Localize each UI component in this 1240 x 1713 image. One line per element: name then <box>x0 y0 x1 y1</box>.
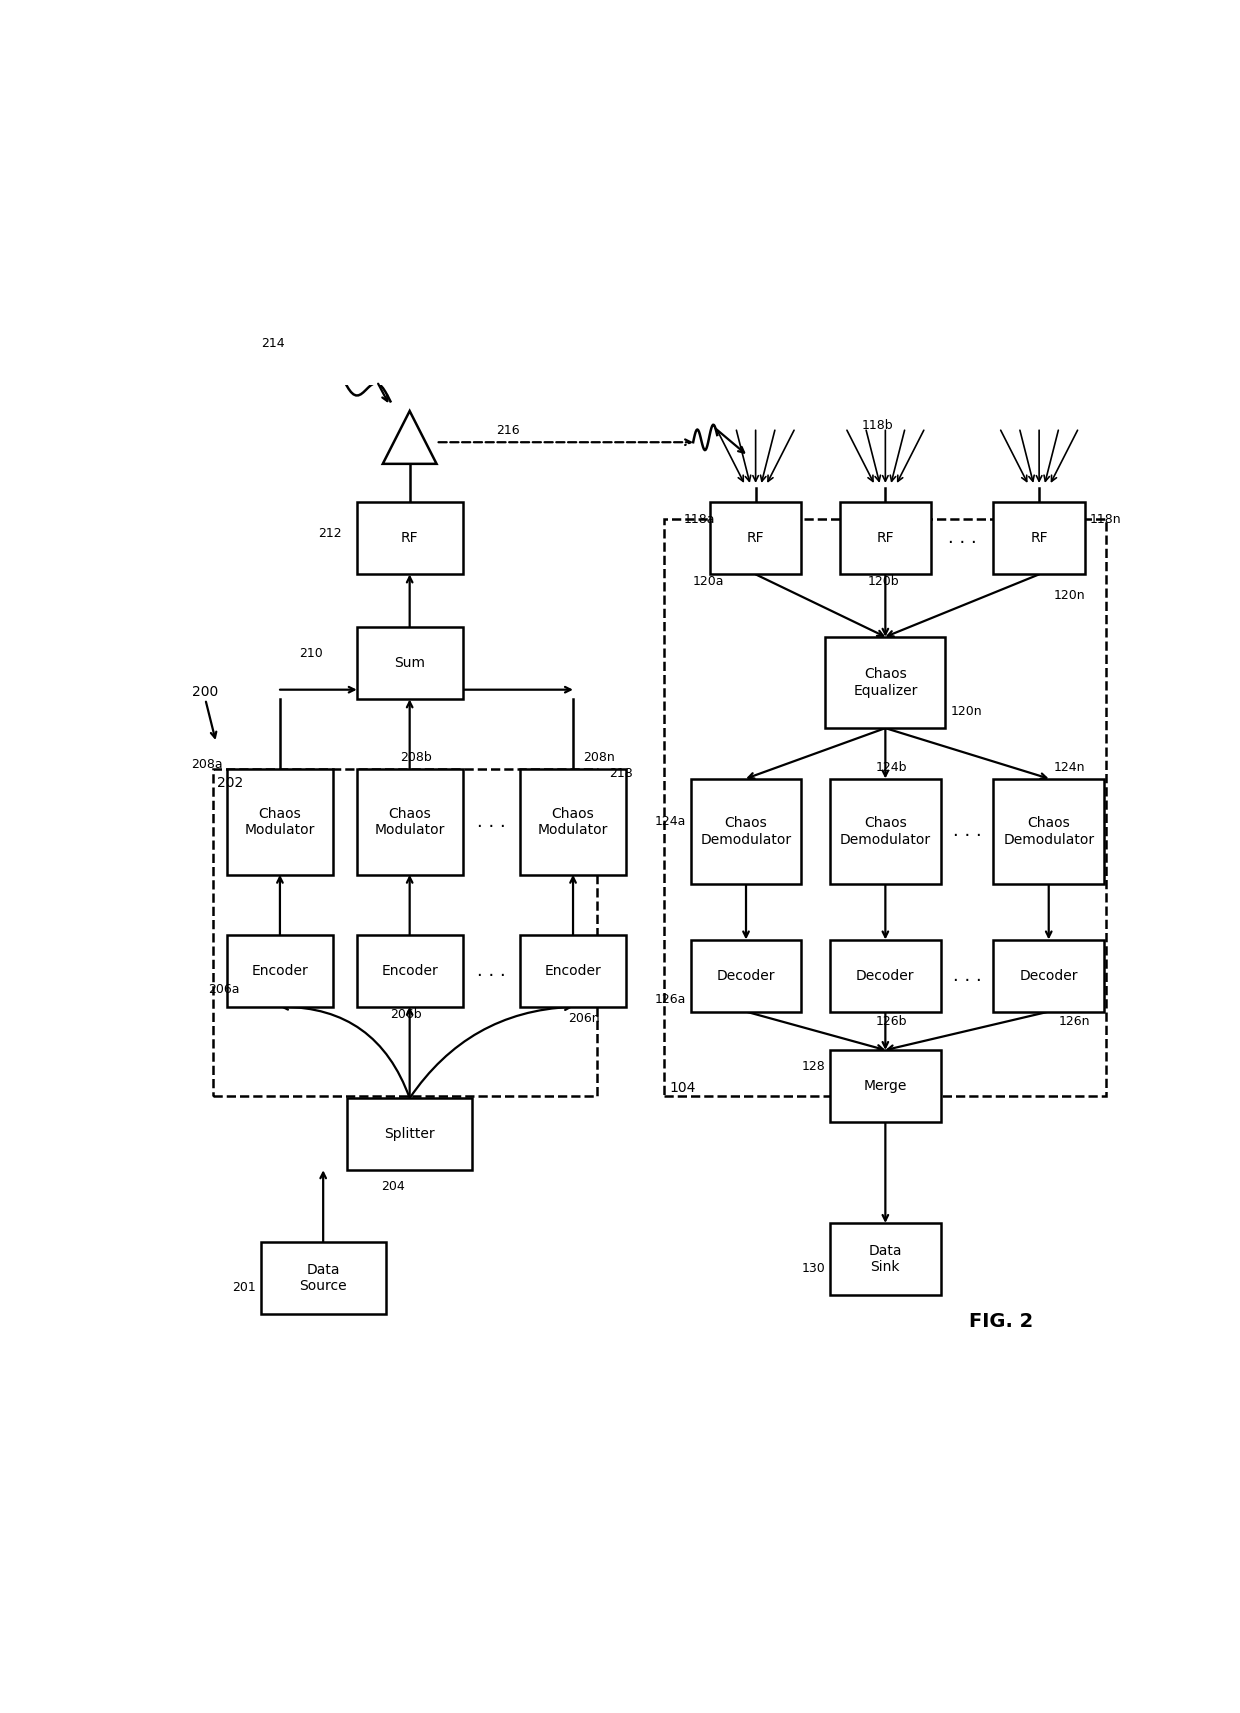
Text: 200: 200 <box>191 685 218 699</box>
Text: Encoder: Encoder <box>544 964 601 978</box>
Bar <box>830 1050 941 1122</box>
Bar <box>839 502 931 574</box>
Text: 201: 201 <box>232 1281 255 1295</box>
Bar <box>227 935 332 1007</box>
Text: Decoder: Decoder <box>856 968 915 983</box>
Bar <box>213 769 598 1096</box>
Text: RF: RF <box>746 531 764 545</box>
Text: 210: 210 <box>299 648 322 660</box>
Text: 126a: 126a <box>655 994 686 1006</box>
Text: 124a: 124a <box>655 815 686 829</box>
Text: Encoder: Encoder <box>381 964 438 978</box>
Bar <box>347 1098 472 1170</box>
Text: 120n: 120n <box>950 704 982 718</box>
Text: 120a: 120a <box>693 576 724 588</box>
Text: 124n: 124n <box>1054 761 1085 774</box>
Text: Chaos
Demodulator: Chaos Demodulator <box>839 817 931 846</box>
Text: 128: 128 <box>801 1060 826 1074</box>
Text: 104: 104 <box>670 1081 696 1095</box>
Bar <box>691 779 801 884</box>
Text: 206a: 206a <box>208 983 239 997</box>
Text: Chaos
Demodulator: Chaos Demodulator <box>1003 817 1094 846</box>
Text: Chaos
Modulator: Chaos Modulator <box>374 807 445 838</box>
Text: RF: RF <box>401 531 418 545</box>
Bar <box>357 769 463 875</box>
Text: 212: 212 <box>319 528 342 540</box>
Text: Data
Source: Data Source <box>299 1262 347 1293</box>
Bar <box>993 939 1104 1012</box>
Text: 208n: 208n <box>583 750 614 764</box>
Text: Chaos
Equalizer: Chaos Equalizer <box>853 668 918 697</box>
Bar <box>665 519 1106 1096</box>
Text: 214: 214 <box>262 337 285 349</box>
Text: 206n: 206n <box>568 1012 600 1026</box>
Bar <box>357 627 463 699</box>
Text: Decoder: Decoder <box>1019 968 1078 983</box>
Text: Sum: Sum <box>394 656 425 670</box>
Text: 120n: 120n <box>1054 589 1085 603</box>
Bar <box>691 939 801 1012</box>
Text: Splitter: Splitter <box>384 1127 435 1141</box>
Text: 130: 130 <box>801 1262 826 1274</box>
Text: Chaos
Modulator: Chaos Modulator <box>538 807 609 838</box>
Bar <box>521 935 626 1007</box>
Bar <box>357 502 463 574</box>
Text: 208a: 208a <box>191 757 222 771</box>
Text: Chaos
Demodulator: Chaos Demodulator <box>701 817 791 846</box>
Text: . . .: . . . <box>477 814 506 831</box>
Bar <box>993 502 1085 574</box>
Bar <box>830 779 941 884</box>
Bar <box>357 935 463 1007</box>
Bar <box>711 502 801 574</box>
Text: Encoder: Encoder <box>252 964 309 978</box>
Text: . . .: . . . <box>477 961 506 980</box>
Text: Data
Sink: Data Sink <box>868 1244 903 1274</box>
Text: Chaos
Modulator: Chaos Modulator <box>244 807 315 838</box>
Text: 202: 202 <box>217 776 244 790</box>
Bar <box>830 939 941 1012</box>
Bar <box>993 779 1104 884</box>
Bar <box>826 637 945 728</box>
Text: . . .: . . . <box>952 822 981 841</box>
Text: 204: 204 <box>381 1180 404 1194</box>
Text: 208b: 208b <box>401 750 432 764</box>
Text: 206b: 206b <box>391 1007 422 1021</box>
Text: 126n: 126n <box>1059 1016 1090 1028</box>
Bar <box>227 769 332 875</box>
Text: Decoder: Decoder <box>717 968 775 983</box>
Text: RF: RF <box>1030 531 1048 545</box>
Text: . . .: . . . <box>947 529 977 548</box>
Text: . . .: . . . <box>952 966 981 985</box>
Text: 118b: 118b <box>862 420 893 432</box>
Text: 120b: 120b <box>868 576 900 588</box>
Bar <box>521 769 626 875</box>
Text: RF: RF <box>877 531 894 545</box>
Bar <box>260 1242 386 1314</box>
Text: 118n: 118n <box>1090 512 1121 526</box>
Text: 126b: 126b <box>875 1016 908 1028</box>
Text: FIG. 2: FIG. 2 <box>968 1312 1033 1331</box>
Bar <box>830 1223 941 1295</box>
Text: 124b: 124b <box>875 761 908 774</box>
Text: 118a: 118a <box>683 512 715 526</box>
Text: Merge: Merge <box>864 1079 906 1093</box>
Text: 218: 218 <box>609 767 632 779</box>
Text: 216: 216 <box>496 425 520 437</box>
